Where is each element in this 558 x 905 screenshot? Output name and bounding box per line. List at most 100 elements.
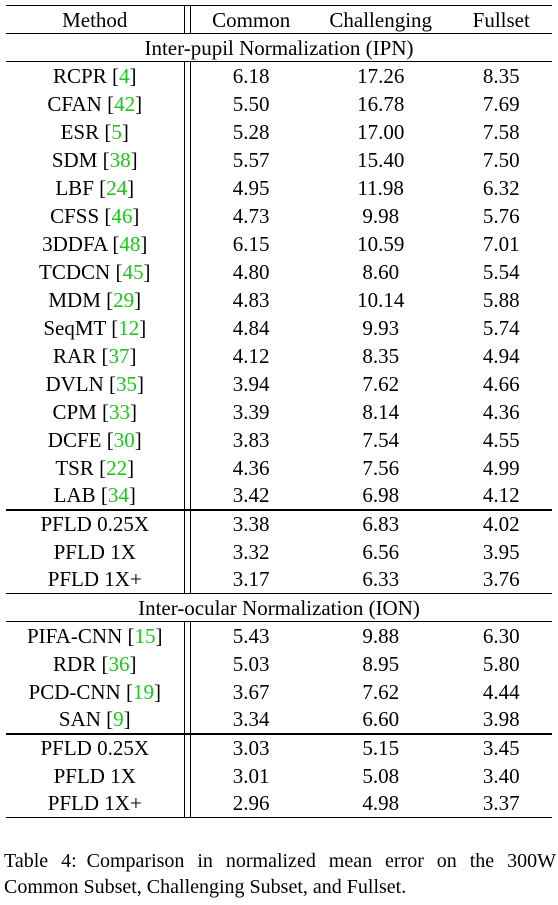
method-name: RAR bbox=[53, 343, 97, 368]
method-name: DCFE bbox=[47, 427, 102, 452]
method-cell: CFSS [46] bbox=[50, 203, 140, 228]
method-name: PCD-CNN bbox=[28, 679, 121, 704]
double-rule bbox=[183, 677, 192, 706]
double-rule bbox=[183, 117, 192, 146]
method-name: PFLD 0.25X bbox=[6, 732, 184, 762]
citation-link[interactable]: 9 bbox=[113, 707, 124, 731]
method-cell: RAR [37] bbox=[53, 343, 137, 368]
ours-row: PFLD 1X+ 3.17 6.33 3.76 bbox=[6, 565, 552, 594]
citation-link[interactable]: 12 bbox=[118, 315, 140, 340]
citation-link[interactable]: 35 bbox=[116, 371, 138, 396]
common-value: 3.17 bbox=[190, 565, 311, 594]
common-value: 3.38 bbox=[190, 508, 311, 538]
method-name: CFSS bbox=[50, 203, 100, 228]
method-name: 3DDFA bbox=[42, 231, 108, 256]
table-row: LBF [24] 4.95 11.98 6.32 bbox=[6, 173, 552, 202]
header-challenging: Challenging bbox=[310, 5, 451, 34]
common-value: 5.28 bbox=[232, 119, 270, 144]
table-row: SDM [38] 5.57 15.40 7.50 bbox=[6, 145, 552, 174]
fullset-value: 5.88 bbox=[482, 287, 520, 312]
common-value: 3.83 bbox=[232, 427, 270, 452]
common-value: 2.96 bbox=[190, 789, 311, 818]
citation-link[interactable]: 24 bbox=[106, 175, 128, 200]
method-name: CFAN bbox=[47, 91, 102, 116]
ours-row: PFLD 1X+ 2.96 4.98 3.37 bbox=[6, 789, 552, 818]
challenging-value: 16.78 bbox=[357, 91, 405, 116]
challenging-value: 8.35 bbox=[362, 343, 400, 368]
method-name: PFLD 1X+ bbox=[6, 789, 184, 818]
fullset-value: 7.58 bbox=[482, 119, 520, 144]
citation-link[interactable]: 48 bbox=[119, 231, 141, 256]
ours-row: PFLD 0.25X 3.38 6.83 4.02 bbox=[6, 508, 552, 538]
method-name: TCDCN bbox=[39, 259, 111, 284]
method-cell: TCDCN [45] bbox=[39, 259, 151, 284]
common-value: 3.67 bbox=[232, 679, 270, 704]
citation-link[interactable]: 37 bbox=[108, 343, 130, 368]
citation-link[interactable]: 34 bbox=[107, 483, 129, 507]
citation-link[interactable]: 45 bbox=[122, 259, 144, 284]
citation-link[interactable]: 42 bbox=[114, 91, 136, 116]
method-name: ESR bbox=[60, 119, 100, 144]
citation-link[interactable]: 19 bbox=[132, 679, 154, 704]
method-cell: TSR [22] bbox=[55, 455, 135, 480]
method-cell: RCPR [4] bbox=[53, 63, 137, 88]
table-row: CPM [33] 3.39 8.14 4.36 bbox=[6, 397, 552, 426]
challenging-value: 6.56 bbox=[362, 539, 400, 564]
method-name: CPM bbox=[52, 399, 97, 424]
fullset-value: 3.45 bbox=[450, 732, 552, 762]
table-row: ESR [5] 5.28 17.00 7.58 bbox=[6, 117, 552, 146]
fullset-value: 3.95 bbox=[482, 539, 520, 564]
method-cell: ESR [5] bbox=[60, 119, 129, 144]
citation-link[interactable]: 30 bbox=[113, 427, 135, 452]
citation-link[interactable]: 4 bbox=[118, 63, 130, 88]
challenging-value: 8.95 bbox=[362, 651, 400, 676]
common-value: 4.12 bbox=[232, 343, 270, 368]
common-value: 6.15 bbox=[232, 231, 270, 256]
citation-link[interactable]: 22 bbox=[106, 455, 128, 480]
double-rule bbox=[183, 453, 192, 482]
table-row: SAN [9] 3.34 6.60 3.98 bbox=[6, 705, 552, 734]
table-row: RCPR [4] 6.18 17.26 8.35 bbox=[6, 61, 552, 90]
fullset-value: 7.01 bbox=[482, 231, 520, 256]
double-rule bbox=[183, 89, 192, 118]
fullset-value: 7.69 bbox=[482, 91, 520, 116]
method-name: PFLD 1X+ bbox=[6, 565, 184, 594]
challenging-value: 7.62 bbox=[362, 371, 400, 396]
challenging-value: 9.88 bbox=[362, 623, 400, 648]
method-name: RDR bbox=[53, 651, 97, 676]
caption-label: Table 4: bbox=[4, 850, 77, 872]
header-method: Method bbox=[6, 5, 184, 34]
common-value: 3.32 bbox=[232, 539, 270, 564]
method-cell: DCFE [30] bbox=[47, 427, 142, 452]
table-row: RDR [36] 5.03 8.95 5.80 bbox=[6, 649, 552, 678]
common-value: 4.84 bbox=[232, 315, 270, 340]
citation-link[interactable]: 33 bbox=[109, 399, 131, 424]
double-rule bbox=[183, 732, 192, 762]
challenging-value: 9.93 bbox=[362, 315, 400, 340]
method-name: PIFA-CNN bbox=[26, 623, 123, 648]
double-rule bbox=[183, 537, 192, 566]
double-rule bbox=[183, 565, 192, 594]
citation-link[interactable]: 5 bbox=[111, 119, 122, 144]
common-value: 3.34 bbox=[232, 707, 270, 731]
citation-link[interactable]: 15 bbox=[134, 623, 156, 648]
challenging-value: 15.40 bbox=[357, 147, 405, 172]
double-rule bbox=[183, 649, 192, 678]
table-row: LAB [34] 3.42 6.98 4.12 bbox=[6, 481, 552, 510]
results-table: Method Common Challenging Fullset Inter-… bbox=[6, 5, 552, 818]
method-cell: RDR [36] bbox=[53, 651, 137, 676]
citation-link[interactable]: 46 bbox=[111, 203, 133, 228]
table-row: MDM [29] 4.83 10.14 5.88 bbox=[6, 285, 552, 314]
method-name: PFLD 1X bbox=[53, 539, 136, 564]
challenging-value: 17.00 bbox=[357, 119, 405, 144]
common-value: 4.73 bbox=[232, 203, 270, 228]
table-row: PIFA-CNN [15] 5.43 9.88 6.30 bbox=[6, 621, 552, 650]
table-row: DVLN [35] 3.94 7.62 4.66 bbox=[6, 369, 552, 398]
common-value: 4.36 bbox=[232, 455, 270, 480]
citation-link[interactable]: 38 bbox=[109, 147, 131, 172]
fullset-value: 4.99 bbox=[482, 455, 520, 480]
table-row: CFAN [42] 5.50 16.78 7.69 bbox=[6, 89, 552, 118]
citation-link[interactable]: 29 bbox=[113, 287, 135, 312]
citation-link[interactable]: 36 bbox=[108, 651, 130, 676]
